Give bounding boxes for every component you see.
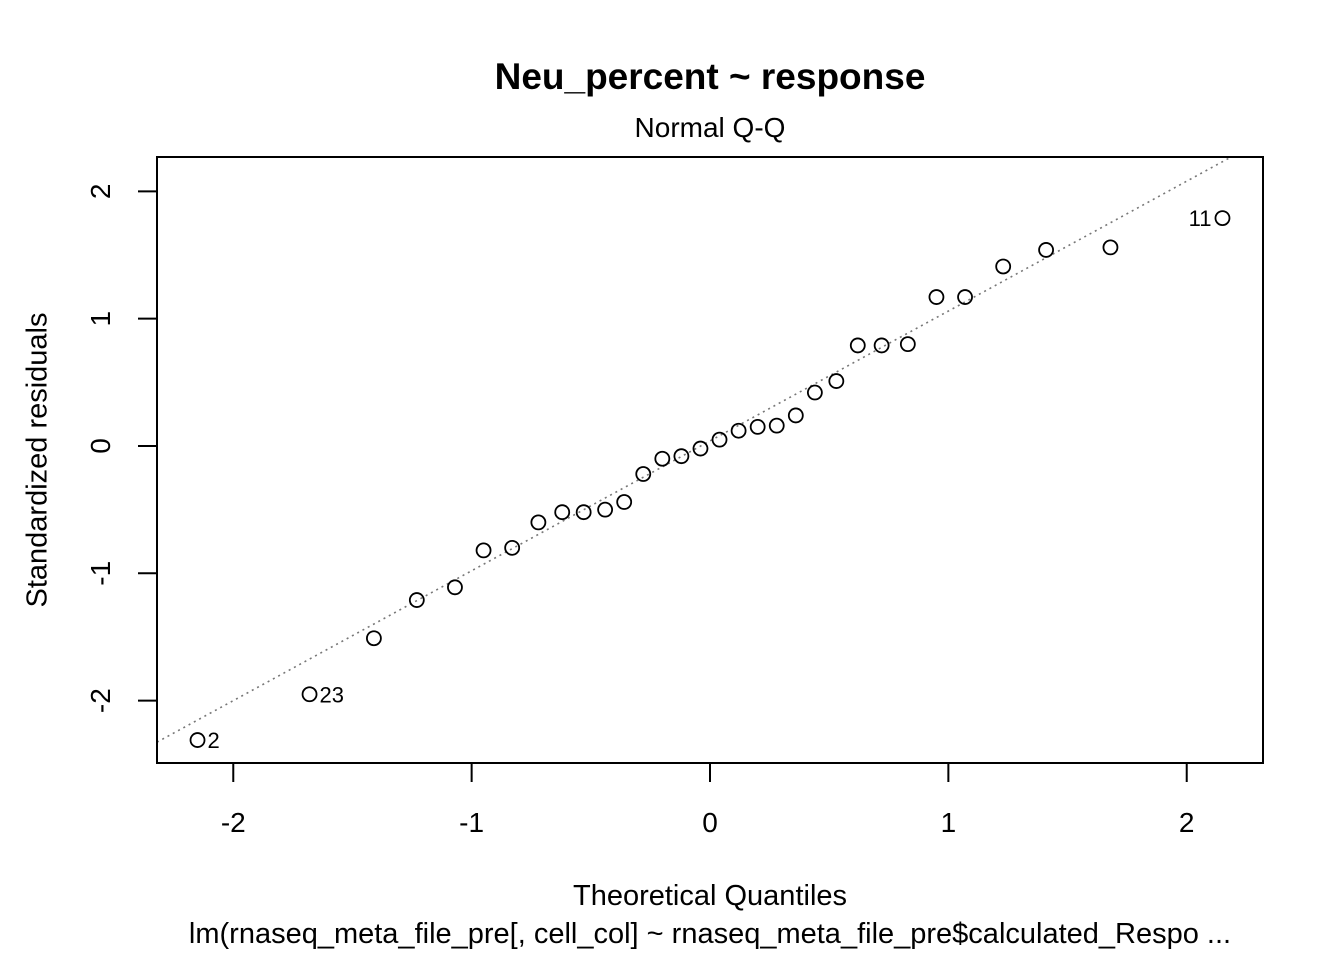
points-layer: 2 23 11 — [189, 206, 1231, 753]
data-point — [928, 289, 945, 305]
data-point — [554, 504, 571, 521]
data-point — [957, 289, 973, 305]
data-point — [768, 417, 785, 434]
x-tick-label: -1 — [459, 807, 484, 838]
data-point — [828, 373, 845, 389]
data-point — [475, 542, 492, 559]
x-tick-label: -2 — [221, 807, 246, 838]
x-axis-label: Theoretical Quantiles — [572, 880, 848, 912]
data-point — [787, 407, 804, 424]
x-tick-label: 0 — [702, 807, 718, 838]
x-tick-label: 1 — [941, 807, 957, 838]
data-point — [189, 732, 206, 748]
y-tick-label: -1 — [85, 561, 116, 586]
data-point — [806, 384, 823, 401]
data-point — [447, 579, 463, 596]
data-point — [616, 494, 633, 510]
data-point — [749, 418, 766, 435]
data-point — [730, 422, 747, 439]
point-label: 2 — [208, 728, 220, 753]
y-tick-label: -2 — [85, 688, 116, 713]
data-point — [408, 592, 425, 608]
chart-subtitle: Normal Q-Q — [634, 112, 786, 143]
data-point — [873, 337, 890, 354]
data-point — [654, 450, 671, 467]
data-point — [1102, 239, 1119, 256]
data-point — [1038, 242, 1054, 258]
data-point — [692, 440, 709, 457]
data-point — [504, 539, 521, 556]
data-point — [711, 431, 728, 448]
y-tick-label: 0 — [85, 438, 116, 454]
data-point — [899, 336, 916, 353]
model-caption: lm(rnaseq_meta_file_pre[, cell_col] ~ rn… — [188, 918, 1232, 950]
data-point — [673, 448, 690, 465]
x-axis: -2 -1 0 1 2 — [221, 762, 1195, 838]
data-point — [301, 686, 318, 703]
data-point — [575, 504, 592, 521]
y-axis: -2 -1 0 1 2 — [85, 184, 158, 713]
point-label: 11 — [1189, 206, 1212, 231]
point-label: 23 — [320, 682, 344, 707]
y-tick-label: 1 — [85, 311, 116, 327]
x-tick-label: 2 — [1179, 807, 1195, 838]
chart-title: Neu_percent ~ response — [494, 56, 926, 97]
data-point — [366, 630, 382, 647]
y-tick-label: 2 — [85, 184, 116, 200]
data-point — [849, 337, 866, 354]
data-point — [1214, 210, 1231, 227]
reference-line — [157, 157, 1233, 743]
data-point — [995, 258, 1012, 275]
data-point — [530, 514, 547, 531]
data-point — [635, 466, 652, 482]
data-point — [597, 501, 614, 518]
plot-frame — [156, 156, 1264, 764]
